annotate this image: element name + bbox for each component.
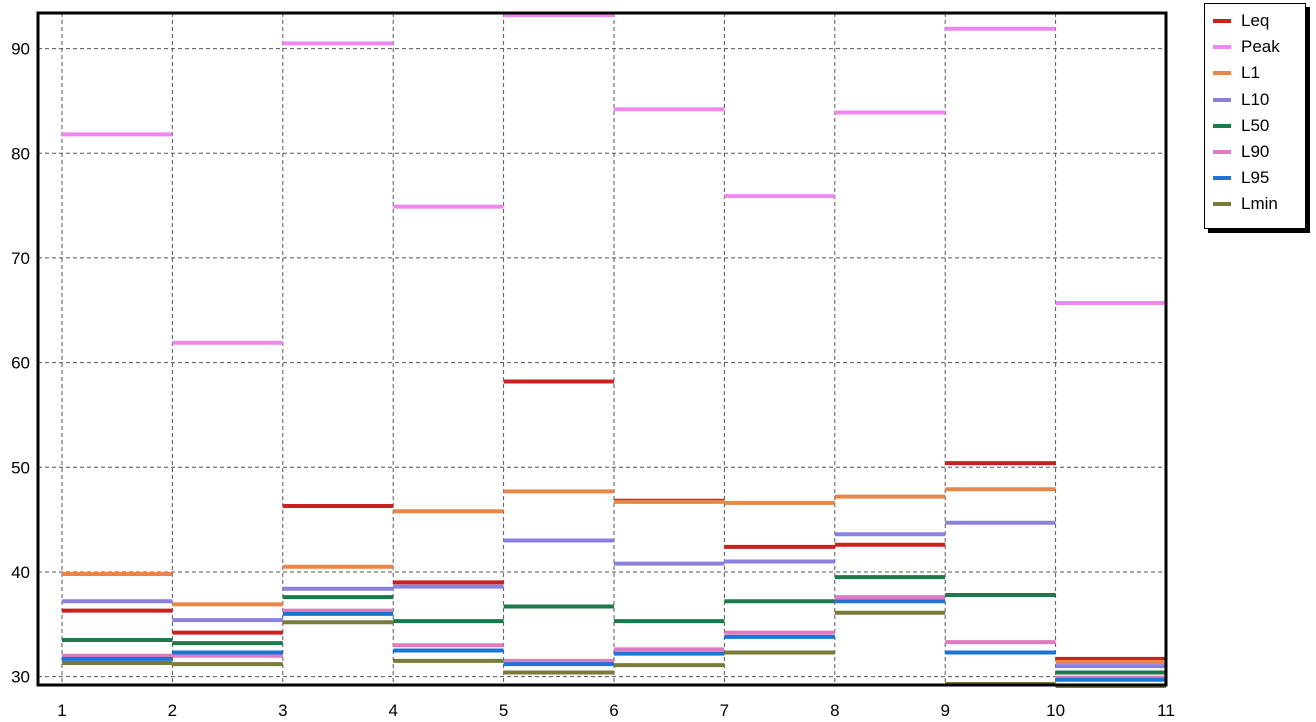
legend-swatch	[1213, 19, 1231, 24]
series-leq	[62, 379, 1166, 661]
legend-item: Leq	[1205, 8, 1305, 34]
series-l1	[62, 487, 1166, 664]
legend-item: Lmin	[1205, 191, 1305, 217]
legend-swatch	[1213, 71, 1231, 76]
x-tick-label: 3	[278, 701, 287, 720]
legend-label: L95	[1241, 168, 1270, 188]
legend-label: L1	[1241, 63, 1260, 83]
x-tick-label: 11	[1157, 701, 1175, 720]
legend-label: Lmin	[1241, 194, 1278, 214]
legend-swatch	[1213, 45, 1231, 50]
y-tick-label: 90	[11, 40, 30, 59]
series-l95	[62, 599, 1166, 682]
legend-item: L1	[1205, 60, 1305, 86]
y-tick-label: 80	[11, 144, 30, 163]
y-tick-label: 30	[11, 668, 30, 687]
y-tick-label: 70	[11, 249, 30, 268]
legend-label: Peak	[1241, 37, 1280, 57]
x-tick-label: 6	[609, 701, 618, 720]
x-tick-label: 8	[830, 701, 839, 720]
y-axis: 30 40 50 60 70 80 90	[11, 40, 30, 687]
x-tick-label: 4	[388, 701, 397, 720]
x-tick-label: 2	[168, 701, 177, 720]
y-tick-label: 50	[11, 458, 30, 477]
legend-item: L50	[1205, 113, 1305, 139]
legend-swatch	[1213, 97, 1231, 102]
series-peak	[62, 13, 1166, 345]
legend-item: L95	[1205, 165, 1305, 191]
legend-item: L10	[1205, 87, 1305, 113]
x-tick-label: 7	[720, 701, 729, 720]
grid	[38, 13, 1167, 685]
series-layer	[62, 13, 1166, 689]
x-tick-label: 1	[57, 701, 66, 720]
legend-label: L90	[1241, 142, 1270, 162]
x-tick-label: 10	[1046, 701, 1065, 720]
x-tick-label: 9	[940, 701, 949, 720]
legend-item: L90	[1205, 139, 1305, 165]
plot-frame	[36, 11, 1168, 687]
legend-label: Leq	[1241, 11, 1270, 31]
x-axis: 1 2 3 4 5 6 7 8 9 10 11	[57, 701, 1175, 720]
legend-label: L50	[1241, 115, 1270, 135]
legend-item: Peak	[1205, 34, 1305, 60]
legend-swatch	[1213, 150, 1231, 155]
x-tick-label: 5	[499, 701, 508, 720]
y-tick-label: 60	[11, 354, 30, 373]
legend-label: L10	[1241, 89, 1270, 109]
legend-swatch	[1213, 176, 1231, 181]
series-l50	[62, 575, 1166, 675]
y-tick-label: 40	[11, 563, 30, 582]
series-l90	[62, 595, 1166, 680]
legend: Leq Peak L1 L10 L50 L90 L95 Lmin	[1204, 3, 1306, 229]
legend-swatch	[1213, 123, 1231, 128]
series-l10	[62, 520, 1166, 669]
legend-swatch	[1213, 202, 1231, 207]
